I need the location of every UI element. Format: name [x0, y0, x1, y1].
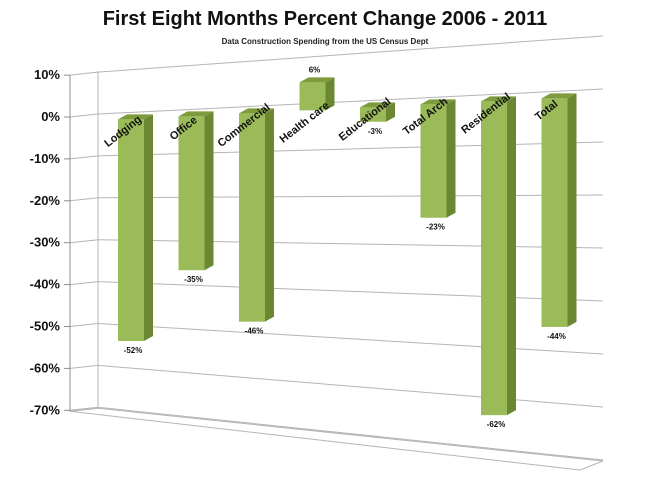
- bar-top-5: [360, 102, 395, 108]
- bar-2: [178, 116, 205, 271]
- data-label-7: -62%: [487, 420, 506, 429]
- data-label-3: -46%: [245, 327, 264, 336]
- gridline: [97, 406, 604, 461]
- chart-subtitle: Data Construction Spending from the US C…: [221, 37, 429, 46]
- y-axis: 10% 0% -10% -20% -30% -40% -50% -60% -70%: [30, 67, 71, 417]
- bar-top-2: [178, 111, 214, 117]
- bar-top-7: [481, 96, 516, 102]
- grid-diagonal: [69, 155, 99, 160]
- grid-diagonal: [69, 113, 99, 118]
- bar-top-1: [118, 114, 153, 120]
- y-tick-label: -70%: [30, 402, 61, 417]
- bar-top-8: [541, 93, 577, 99]
- bar-1: [118, 119, 144, 342]
- gridline: [97, 323, 604, 355]
- data-label-8: -44%: [547, 332, 566, 341]
- y-tick-label: -50%: [30, 319, 61, 334]
- bar-top-6: [420, 99, 456, 105]
- grid-diagonal: [69, 406, 99, 411]
- data-label-5: -3%: [368, 127, 382, 136]
- grid-diagonal: [69, 364, 99, 369]
- floor-front-edge: [69, 410, 581, 471]
- gridline: [97, 239, 604, 249]
- y-tick-label: 0%: [41, 109, 60, 124]
- data-label-1: -52%: [124, 346, 143, 355]
- y-tick-label: -10%: [30, 151, 61, 166]
- gridline: [97, 194, 604, 199]
- y-tick-label: -40%: [30, 277, 61, 292]
- bar-8: [541, 98, 568, 327]
- data-label-6: -23%: [426, 223, 445, 232]
- grid-diagonal: [69, 197, 99, 202]
- data-label-4: 6%: [309, 65, 321, 74]
- y-tick-label: -30%: [30, 235, 61, 250]
- bar-top-4: [299, 77, 335, 83]
- bar-7: [481, 101, 507, 416]
- gridline: [97, 35, 604, 73]
- bar-side-5: [386, 102, 395, 122]
- bar-side-1: [144, 114, 153, 342]
- grid-diagonal: [69, 71, 99, 76]
- data-label-2: -35%: [184, 275, 203, 284]
- chart-title: First Eight Months Percent Change 2006 -…: [102, 8, 548, 30]
- bars: [118, 77, 577, 416]
- bar-side-6: [446, 99, 456, 218]
- bar-3: [239, 113, 265, 322]
- grid-diagonal: [69, 281, 99, 286]
- bar-6: [420, 104, 447, 218]
- gridline: [97, 141, 604, 157]
- floor-outline: [69, 407, 604, 471]
- bar-side-7: [507, 96, 516, 416]
- y-tick-label: 10%: [34, 67, 60, 82]
- bar-4: [299, 82, 326, 111]
- y-tick-label: -20%: [30, 193, 61, 208]
- bar-5: [360, 107, 386, 122]
- bar-top-3: [239, 108, 274, 114]
- gridline: [97, 281, 604, 302]
- grid-diagonal: [69, 323, 99, 327]
- gridline: [97, 364, 604, 408]
- bar-side-8: [567, 93, 577, 327]
- gridline: [97, 88, 604, 115]
- y-tick-label: -60%: [30, 360, 61, 375]
- bar-side-3: [265, 108, 274, 322]
- grid-diagonal: [69, 239, 99, 244]
- bar-side-4: [325, 77, 335, 111]
- bar-side-2: [204, 111, 214, 271]
